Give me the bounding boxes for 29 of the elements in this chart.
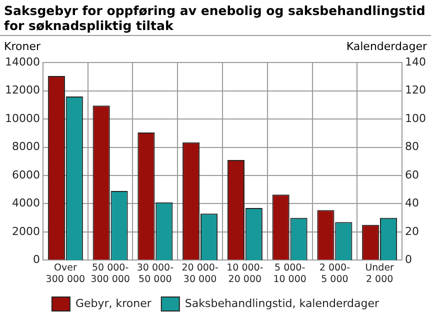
y-tick-label: 10000 xyxy=(4,112,40,125)
y-tick-label: 12000 xyxy=(4,84,40,97)
y2-tick-label: 0 xyxy=(405,253,412,266)
x-tick-label: 2 000- 5 000 xyxy=(319,262,350,285)
x-tick-label: 30 000- 50 000 xyxy=(136,262,174,285)
y-tick-label: 14000 xyxy=(4,55,40,68)
x-tick-label: Under 2 000 xyxy=(365,262,394,285)
y-tick-label: 8000 xyxy=(12,140,40,154)
y2-axis-title: Kalenderdager xyxy=(346,40,427,53)
legend-label: Gebyr, kroner xyxy=(75,296,152,310)
x-tick-label: 50 000- 300 000 xyxy=(90,262,130,285)
y-tick-label: 2000 xyxy=(12,224,40,238)
x-tick-label: 5 000- 10 000 xyxy=(273,262,306,285)
chart-title: Saksgebyr for oppføring av enebolig og saksbehandlingstid for søknadspliktig tiltak xyxy=(0,0,431,36)
y-tick-label: 4000 xyxy=(12,196,40,210)
y2-tick-label: 120 xyxy=(405,84,426,97)
y2-tick-label: 80 xyxy=(405,140,420,154)
y2-tick-label: 40 xyxy=(405,196,420,210)
x-tick-label: 10 000- 20 000 xyxy=(226,262,264,285)
y-tick-label: 0 xyxy=(32,253,40,266)
y2-tick-label: 100 xyxy=(405,112,426,125)
legend-label: Saksbehandlingstid, kalenderdager xyxy=(184,296,380,310)
y-tick-label: 6000 xyxy=(12,168,40,182)
x-tick-label: Over 300 000 xyxy=(46,262,86,285)
x-tick-label: 20 000- 30 000 xyxy=(182,262,218,285)
y2-tick-label: 20 xyxy=(405,224,420,238)
y2-tick-label: 140 xyxy=(405,55,426,68)
y2-tick-label: 60 xyxy=(405,168,420,182)
y-axis-title: Kroner xyxy=(4,40,40,53)
